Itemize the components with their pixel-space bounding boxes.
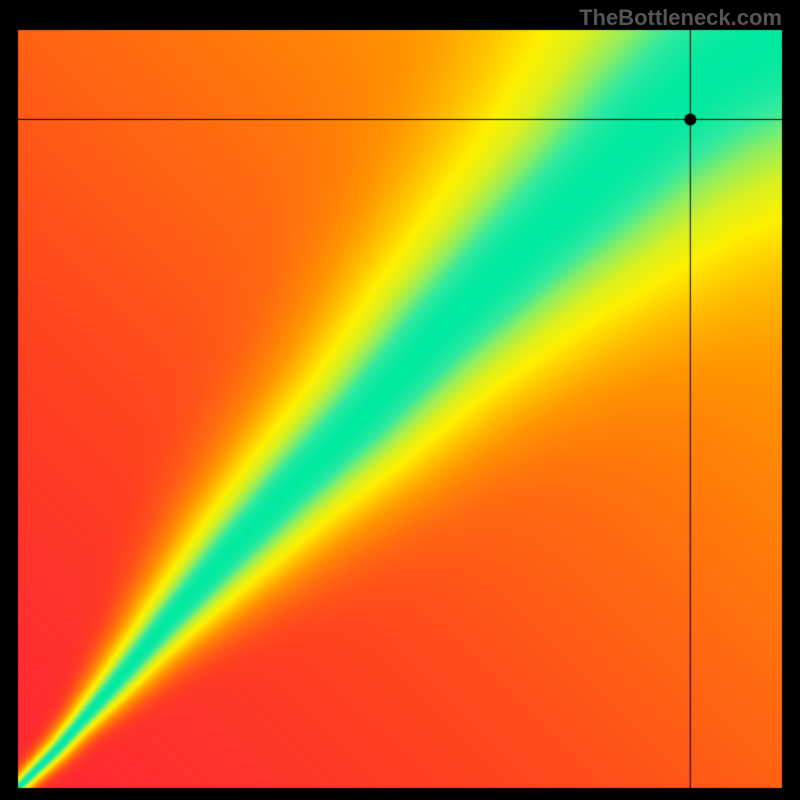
chart-container: TheBottleneck.com (0, 0, 800, 800)
watermark-text: TheBottleneck.com (579, 5, 782, 31)
heatmap-canvas (0, 0, 800, 800)
